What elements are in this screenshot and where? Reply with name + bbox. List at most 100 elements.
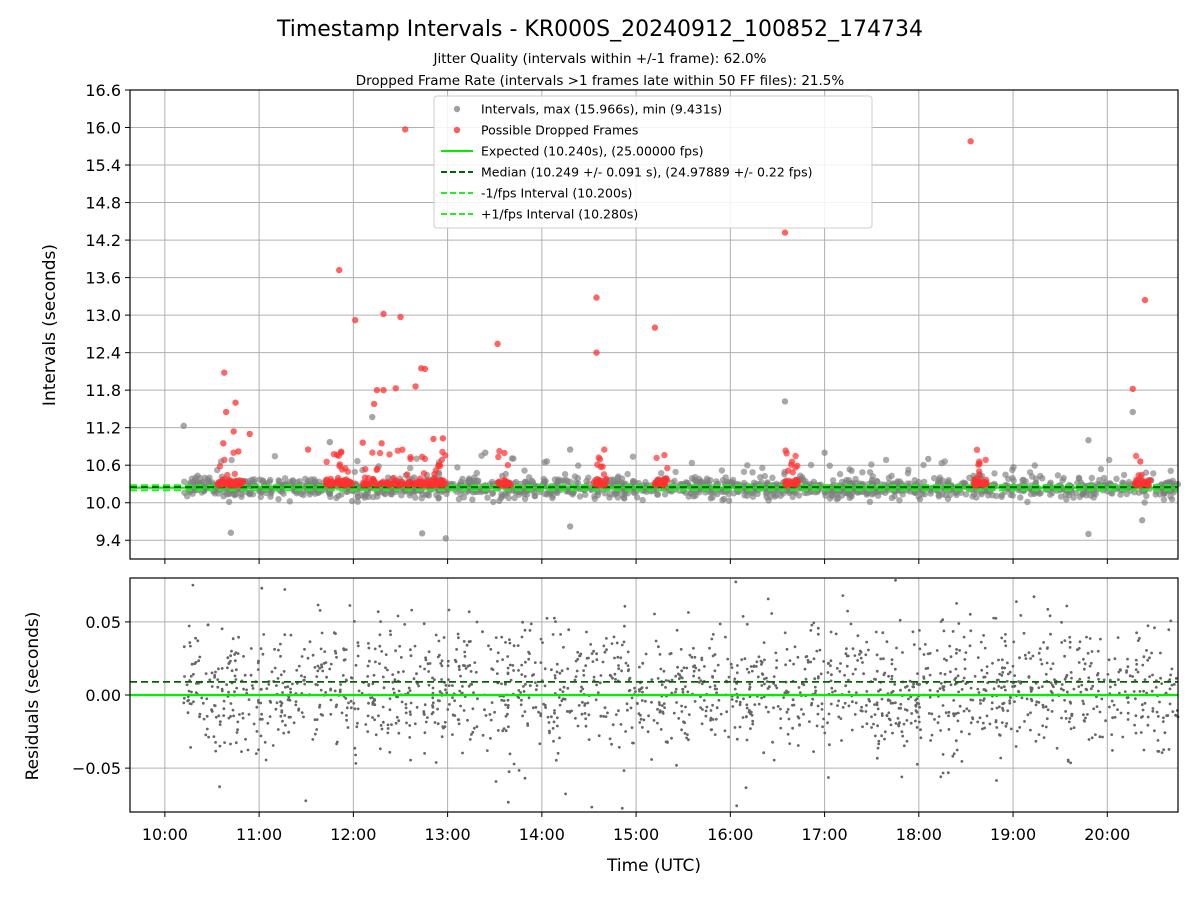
residual-point — [918, 629, 921, 632]
residual-point — [380, 727, 384, 731]
residual-point — [1018, 656, 1021, 660]
residual-point — [1062, 688, 1065, 692]
residual-point — [941, 771, 945, 775]
residual-point — [751, 719, 755, 723]
dropped-frame-point — [781, 229, 789, 236]
residual-point — [681, 688, 685, 691]
residual-point — [837, 699, 840, 703]
residual-point — [875, 653, 879, 657]
residual-point — [945, 659, 948, 662]
residual-point — [501, 729, 505, 733]
interval-point — [498, 492, 506, 500]
residual-point — [1110, 733, 1114, 736]
residual-point — [763, 658, 766, 662]
interval-point — [1138, 517, 1146, 524]
dropped-frame-point — [394, 480, 402, 487]
residual-point — [282, 670, 286, 673]
residual-point — [633, 686, 636, 690]
residual-point — [555, 662, 559, 666]
residual-point — [955, 648, 958, 651]
residual-point — [895, 646, 898, 650]
residual-point — [1045, 717, 1049, 721]
residual-point — [342, 648, 346, 652]
legend-label-expected: Expected (10.240s), (25.00000 fps) — [481, 144, 703, 159]
residual-point — [198, 715, 201, 719]
residual-point — [788, 659, 792, 662]
legend-label-median: Median (10.249 +/- 0.091 s), (24.97889 +… — [481, 165, 812, 180]
residual-point — [827, 661, 830, 665]
dropped-frame-point — [220, 440, 227, 447]
residual-point — [844, 652, 848, 656]
interval-point — [591, 495, 598, 502]
residual-point — [615, 641, 619, 645]
dropped-frame-point — [340, 478, 347, 485]
residual-point — [954, 676, 958, 680]
residual-point — [680, 710, 684, 713]
residual-point — [860, 705, 863, 709]
residual-point — [821, 725, 824, 729]
residual-point — [234, 651, 238, 654]
residual-point — [524, 682, 527, 686]
residual-point — [1049, 681, 1053, 685]
residual-point — [762, 751, 766, 755]
interval-point — [607, 491, 614, 498]
residuals-y-axis-label: Residuals (seconds) — [23, 612, 43, 781]
residual-point — [899, 688, 902, 692]
residual-point — [561, 690, 565, 694]
residual-point — [204, 672, 208, 675]
interval-point — [238, 493, 245, 500]
residual-point — [247, 698, 251, 701]
residual-point — [378, 747, 382, 751]
intervals-y-ticks: 9.410.010.611.211.812.413.013.614.214.81… — [85, 81, 130, 550]
chart-subtitle-dropped: Dropped Frame Rate (intervals >1 frames … — [356, 73, 845, 89]
residual-point — [1045, 647, 1049, 650]
dropped-frame-point — [221, 456, 228, 463]
residual-point — [556, 724, 559, 728]
residual-point — [243, 673, 247, 677]
residual-point — [628, 688, 632, 692]
residual-point — [509, 678, 513, 682]
residual-point — [489, 736, 492, 740]
residual-point — [1044, 705, 1048, 709]
residual-point — [617, 709, 620, 713]
residual-point — [710, 728, 714, 731]
residual-point — [815, 724, 819, 728]
residual-point — [683, 685, 687, 688]
intervals-y-axis-label: Intervals (seconds) — [40, 244, 60, 406]
residual-point — [263, 740, 267, 744]
residual-point — [1022, 631, 1026, 635]
residual-point — [329, 662, 333, 666]
residual-point — [784, 663, 787, 667]
residual-point — [656, 721, 659, 725]
residual-point — [438, 690, 442, 694]
interval-point — [927, 490, 934, 497]
residual-point — [1109, 685, 1112, 689]
residual-point — [592, 675, 596, 679]
residual-point — [663, 706, 666, 709]
residual-point — [810, 701, 814, 705]
residual-point — [427, 670, 430, 673]
residual-point — [388, 697, 392, 700]
interval-point — [398, 492, 405, 499]
residual-point — [416, 682, 419, 685]
residual-point — [374, 733, 378, 737]
residual-point — [440, 664, 444, 668]
dropped-frame-point — [401, 126, 409, 133]
interval-point — [1029, 473, 1036, 480]
residual-point — [1153, 626, 1156, 630]
residual-point — [919, 736, 923, 740]
residual-point — [943, 657, 946, 661]
residual-point — [409, 758, 412, 762]
residual-point — [541, 641, 544, 644]
dropped-frame-point — [376, 449, 384, 457]
residual-point — [785, 710, 789, 714]
residual-point — [581, 700, 584, 704]
residual-point — [412, 677, 416, 681]
residual-point — [551, 633, 555, 636]
interval-point — [725, 497, 733, 504]
residual-point — [682, 666, 686, 670]
residual-point — [417, 684, 420, 688]
residual-point — [242, 655, 245, 658]
residual-point — [1168, 678, 1172, 681]
residual-point — [206, 623, 210, 627]
